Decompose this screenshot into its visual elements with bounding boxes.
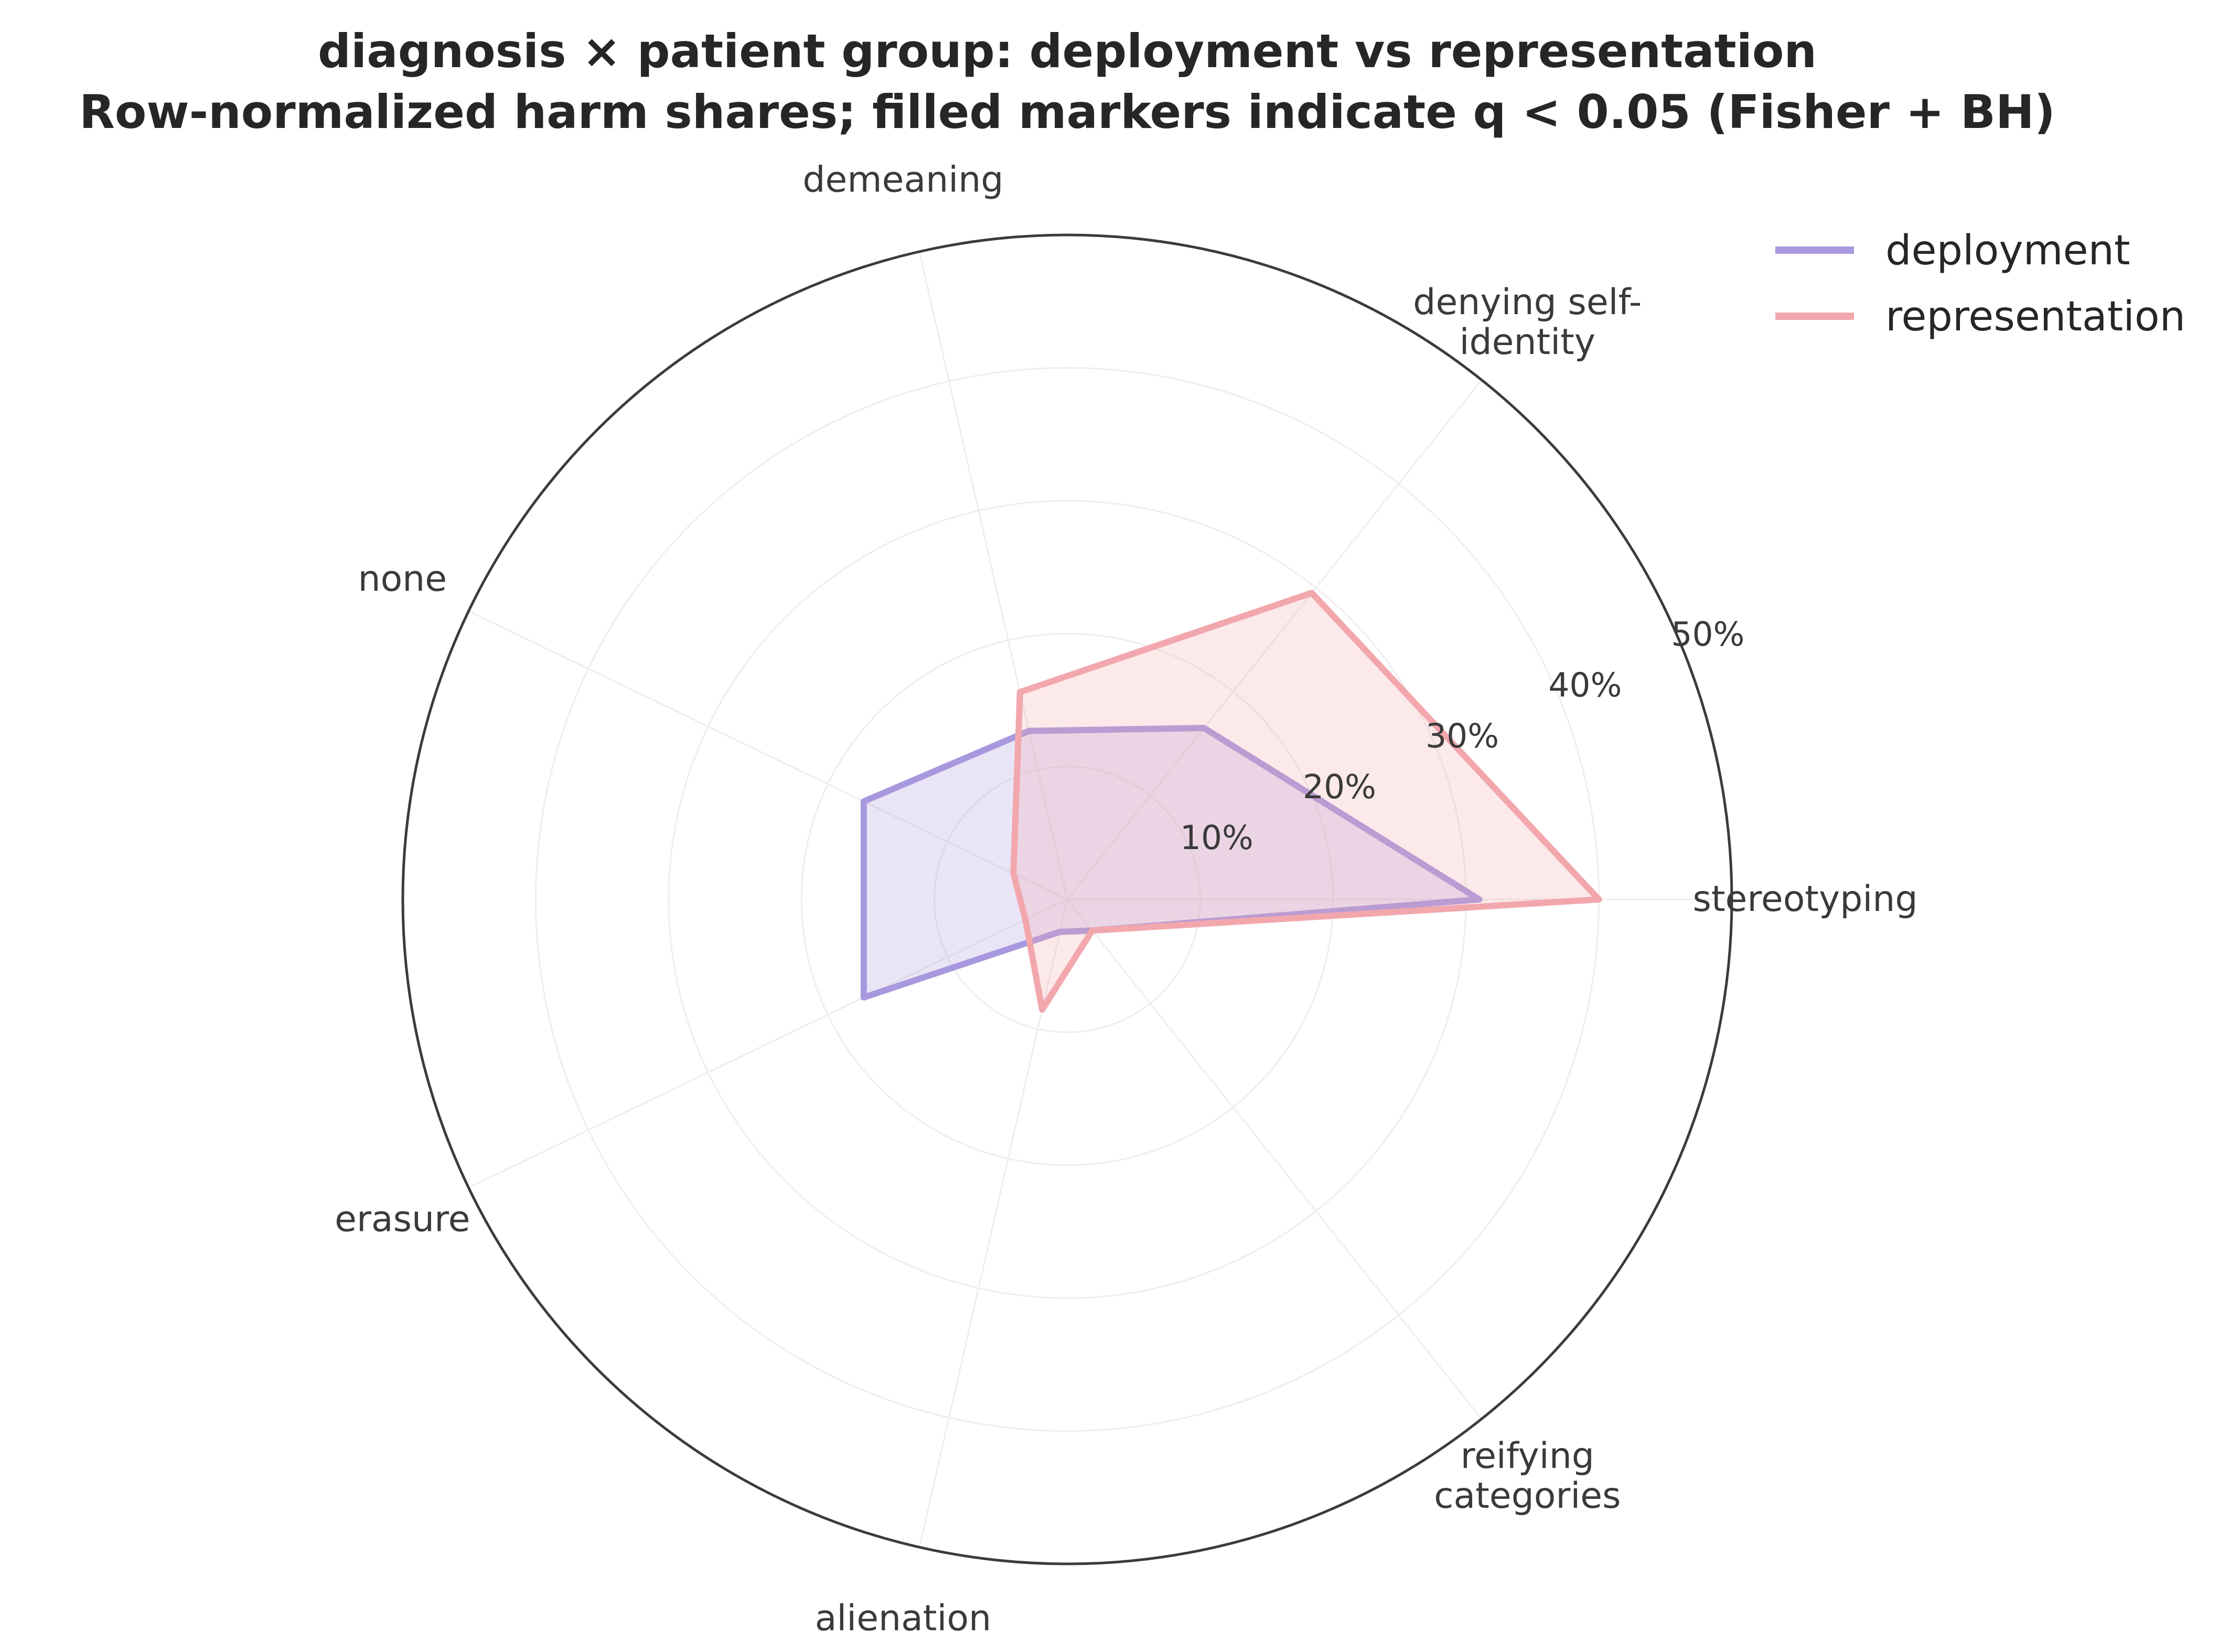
legend-label-1: representation (1885, 293, 2185, 340)
series-line-0 (860, 725, 1483, 1001)
legend-label-0: deployment (1885, 227, 2130, 274)
axis-label-3: none (358, 559, 447, 600)
spoke-4 (468, 898, 1068, 1189)
axis-label-2: demeaning (802, 159, 1003, 200)
spoke-3 (468, 610, 1068, 900)
axis-label-5: alienation (815, 1598, 991, 1639)
spoke-1 (1066, 379, 1483, 900)
radial-tick-layer: 10%20%30%40%50% (1180, 615, 1745, 857)
chart-title-line-2: Row-normalized harm shares; filled marke… (79, 85, 2055, 139)
outer-frame (401, 233, 1733, 1565)
series-layer (860, 589, 1602, 1013)
axis-label-4: erasure (335, 1199, 470, 1240)
axis-label-6-line-0: reifying (1461, 1435, 1594, 1477)
axis-label-6-line-1: categories (1434, 1475, 1621, 1517)
axis-label-1-line-1: identity (1460, 321, 1595, 363)
radial-tick-label-2: 30% (1426, 717, 1499, 755)
axis-label-1-line-0: denying self- (1413, 282, 1642, 323)
spoke-6 (1066, 899, 1483, 1420)
radial-tick-label-1: 20% (1303, 768, 1376, 806)
radial-tick-label-3: 40% (1548, 666, 1622, 704)
radial-tick-label-0: 10% (1180, 819, 1253, 857)
legend: deployment representation (1775, 227, 2185, 340)
chart-title-line-1: diagnosis × patient group: deployment vs… (318, 24, 1817, 78)
spoke-2 (918, 251, 1068, 900)
series-line-1 (1010, 589, 1602, 1013)
axis-label-0: stereotyping (1692, 878, 1917, 920)
axis-label-layer: stereotyping denying self-identity demeani… (335, 159, 1917, 1639)
